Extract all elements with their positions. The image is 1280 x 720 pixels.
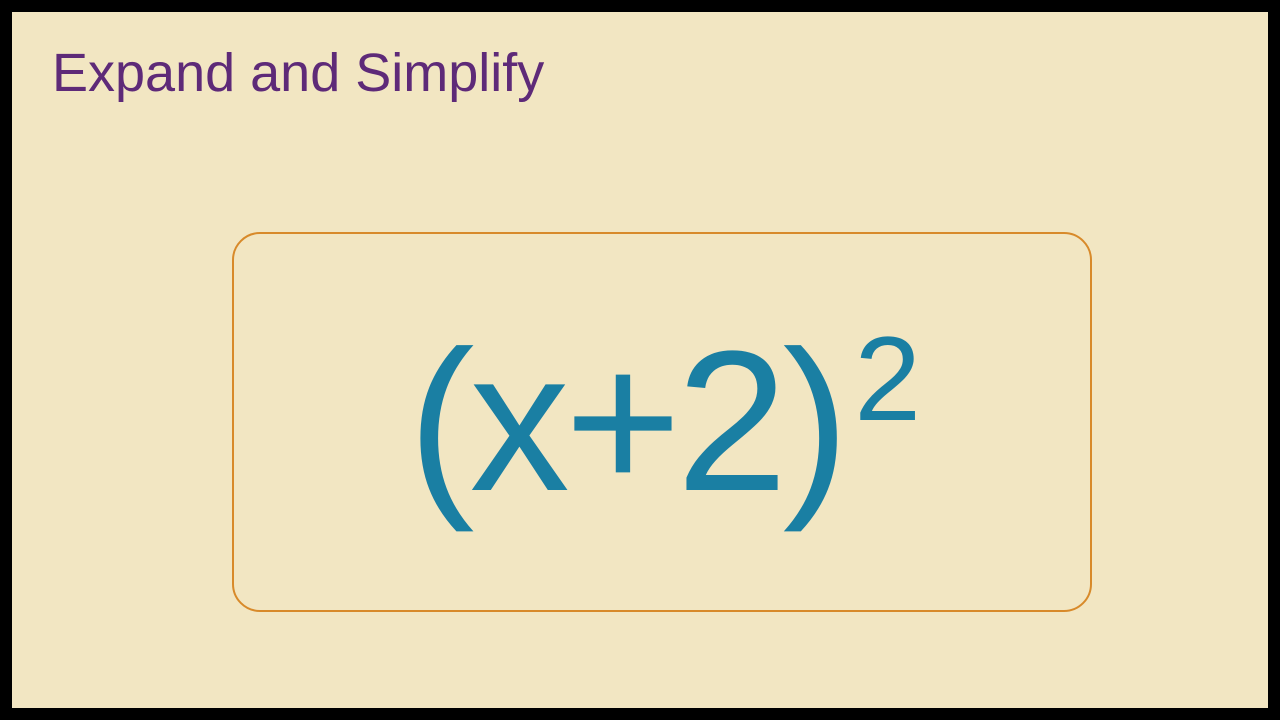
- page-title: Expand and Simplify: [52, 42, 1228, 104]
- math-expression: (x+2)2: [408, 322, 916, 522]
- expression-exponent: 2: [854, 319, 916, 439]
- expression-box: (x+2)2: [232, 232, 1092, 612]
- content-panel: Expand and Simplify (x+2)2: [12, 12, 1268, 708]
- outer-frame: Expand and Simplify (x+2)2: [0, 0, 1280, 720]
- expression-base: (x+2): [408, 322, 844, 522]
